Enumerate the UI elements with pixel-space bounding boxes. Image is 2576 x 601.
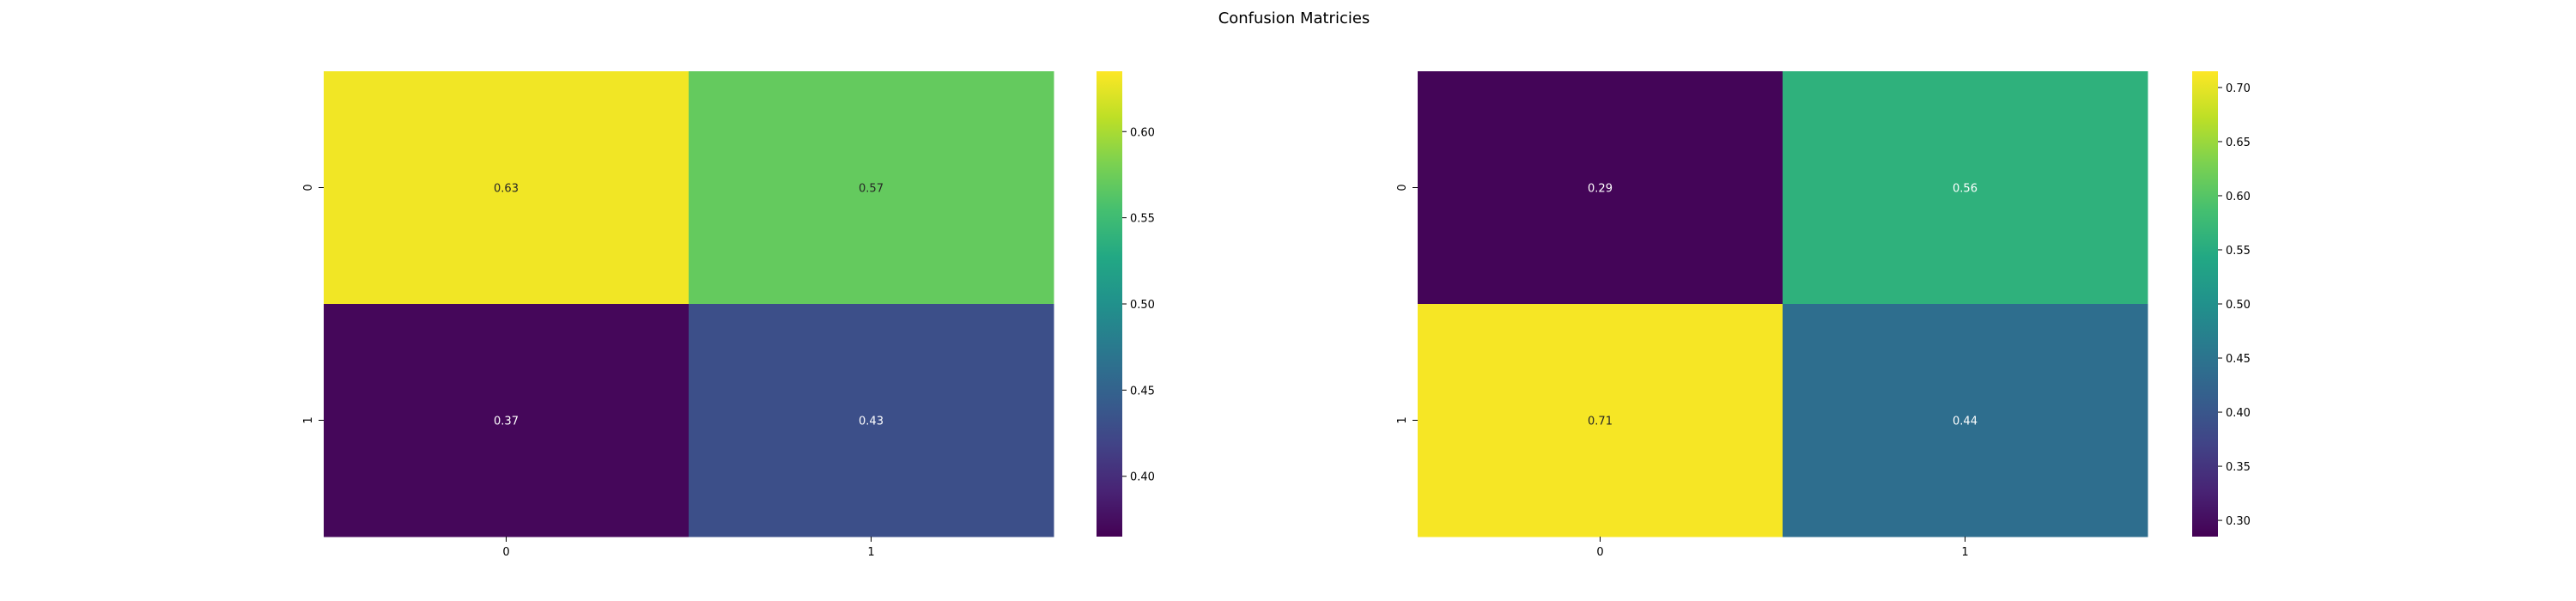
colorbar-tick-label: 0.35 [2226, 461, 2251, 474]
heatmap-panels: 0.63 0.57 0.37 0.43 0 1 0 1 0.40 0.45 0.50 0.55 0.60… [302, 71, 2251, 559]
x-tick-label: 1 [867, 546, 874, 559]
heatmap-cell [689, 71, 1054, 305]
colorbar-tick-label: 0.40 [2226, 407, 2251, 420]
cell-value-label: 0.44 [1953, 416, 1978, 428]
colorbar-tick-label: 0.55 [2226, 245, 2251, 258]
x-tick-label: 0 [1596, 546, 1603, 559]
colorbar-tick-label: 0.30 [2226, 515, 2251, 528]
colorbar-tick-label: 0.60 [1130, 126, 1155, 139]
heatmap-cell [1418, 71, 1783, 305]
colorbar [1097, 71, 1122, 537]
colorbar-tick-label: 0.50 [2226, 299, 2251, 312]
cell-value-label: 0.57 [859, 183, 884, 196]
x-tick-label: 1 [1961, 546, 1968, 559]
y-tick-label: 1 [1396, 416, 1409, 423]
cell-value-label: 0.56 [1953, 183, 1978, 196]
colorbar-tick-label: 0.60 [2226, 191, 2251, 203]
heatmap-cell [689, 304, 1054, 537]
y-tick-label: 0 [302, 184, 315, 191]
figure-title: Confusion Matricies [1218, 9, 1370, 27]
cell-value-label: 0.63 [494, 183, 519, 196]
heatmap-panel-1: 0.63 0.57 0.37 0.43 0 1 0 1 0.40 0.45 0.50 0.55 0.60 [302, 71, 1155, 559]
colorbar-tick-label: 0.55 [1130, 213, 1155, 226]
y-tick-label: 0 [1396, 184, 1409, 191]
cell-value-label: 0.43 [859, 416, 884, 428]
heatmap-panel-2: 0.29 0.56 0.71 0.44 0 1 0 1 0.30 0.35 0.40 0.45 0.50… [1396, 71, 2251, 559]
colorbar [2192, 71, 2218, 537]
colorbar-tick-label: 0.40 [1130, 471, 1155, 484]
colorbar-tick-label: 0.70 [2226, 82, 2251, 95]
heatmap-cell [1418, 304, 1783, 537]
heatmap-cell [324, 71, 690, 305]
y-tick-label: 1 [302, 416, 315, 423]
x-tick-label: 0 [502, 546, 509, 559]
heatmap-cell [1783, 304, 2148, 537]
colorbar-tick-label: 0.50 [1130, 299, 1155, 312]
heatmap-cell [324, 304, 690, 537]
cell-value-label: 0.37 [494, 416, 519, 428]
colorbar-tick-label: 0.45 [2226, 353, 2251, 366]
colorbar-tick-label: 0.65 [2226, 137, 2251, 149]
heatmap-cell [1783, 71, 2148, 305]
colorbar-tick-label: 0.45 [1130, 385, 1155, 398]
cell-value-label: 0.71 [1588, 416, 1613, 428]
cell-value-label: 0.29 [1588, 183, 1613, 196]
